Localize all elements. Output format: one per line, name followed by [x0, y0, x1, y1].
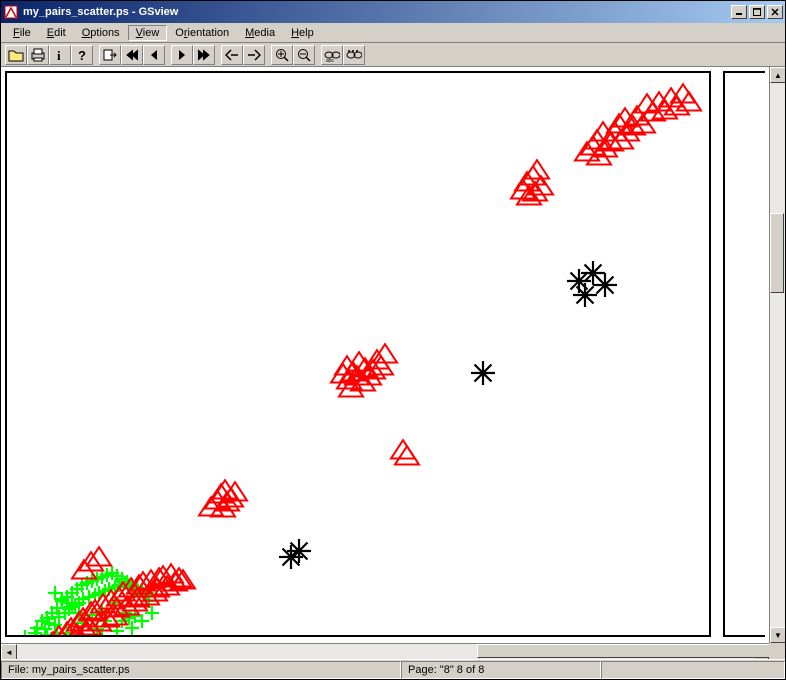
last-icon[interactable]	[193, 45, 215, 65]
scrollbar-corner	[769, 643, 785, 659]
close-button[interactable]	[767, 5, 783, 19]
next-icon[interactable]	[171, 45, 193, 65]
open-icon[interactable]	[5, 45, 27, 65]
scroll-h-track[interactable]	[17, 644, 753, 659]
window-title: my_pairs_scatter.ps - GSview	[23, 6, 731, 18]
scroll-down-icon[interactable]: ▼	[770, 627, 785, 643]
statusbar: File: my_pairs_scatter.ps Page: "8" 8 of…	[1, 659, 785, 679]
minimize-button[interactable]	[731, 5, 747, 19]
scroll-v-track[interactable]	[770, 83, 785, 627]
status-file: File: my_pairs_scatter.ps	[1, 661, 401, 679]
titlebar: my_pairs_scatter.ps - GSview	[1, 1, 785, 23]
info-icon[interactable]: i	[49, 45, 71, 65]
app-icon	[3, 4, 19, 20]
maximize-button[interactable]	[749, 5, 765, 19]
scatter-plot	[7, 73, 709, 635]
help-icon[interactable]: ?	[71, 45, 93, 65]
menu-options[interactable]: Options	[74, 25, 128, 41]
back-icon[interactable]	[221, 45, 243, 65]
svg-text:i: i	[57, 48, 61, 62]
status-empty	[601, 661, 785, 679]
zoom-in-icon[interactable]	[271, 45, 293, 65]
scroll-left-icon[interactable]: ◄	[1, 644, 17, 659]
horizontal-scrollbar[interactable]: ◄ ►	[1, 643, 769, 659]
menubar: FileEditOptionsViewOrientationMediaHelp	[1, 23, 785, 43]
page-view-next[interactable]	[723, 71, 765, 637]
print-icon[interactable]	[27, 45, 49, 65]
vertical-scrollbar[interactable]: ▲ ▼	[769, 67, 785, 643]
find-next-icon[interactable]	[343, 45, 365, 65]
zoom-out-icon[interactable]	[293, 45, 315, 65]
content-area: ▲ ▼ ◄ ►	[1, 67, 785, 659]
scroll-v-thumb[interactable]	[770, 213, 784, 293]
menu-help[interactable]: Help	[283, 25, 322, 41]
svg-text:?: ?	[78, 48, 86, 62]
prev-icon[interactable]	[143, 45, 165, 65]
find-icon[interactable]: abc	[321, 45, 343, 65]
first-icon[interactable]	[121, 45, 143, 65]
menu-orientation[interactable]: Orientation	[167, 25, 237, 41]
status-page: Page: "8" 8 of 8	[401, 661, 601, 679]
toolbar: i? abc	[1, 43, 785, 67]
menu-media[interactable]: Media	[237, 25, 283, 41]
svg-text:abc: abc	[326, 58, 335, 62]
forward-icon[interactable]	[243, 45, 265, 65]
menu-view[interactable]: View	[128, 25, 168, 41]
scroll-h-thumb[interactable]	[477, 644, 777, 658]
scroll-up-icon[interactable]: ▲	[770, 67, 785, 83]
goto-icon[interactable]	[99, 45, 121, 65]
menu-file[interactable]: File	[5, 25, 39, 41]
page-view[interactable]	[5, 71, 711, 637]
menu-edit[interactable]: Edit	[39, 25, 74, 41]
